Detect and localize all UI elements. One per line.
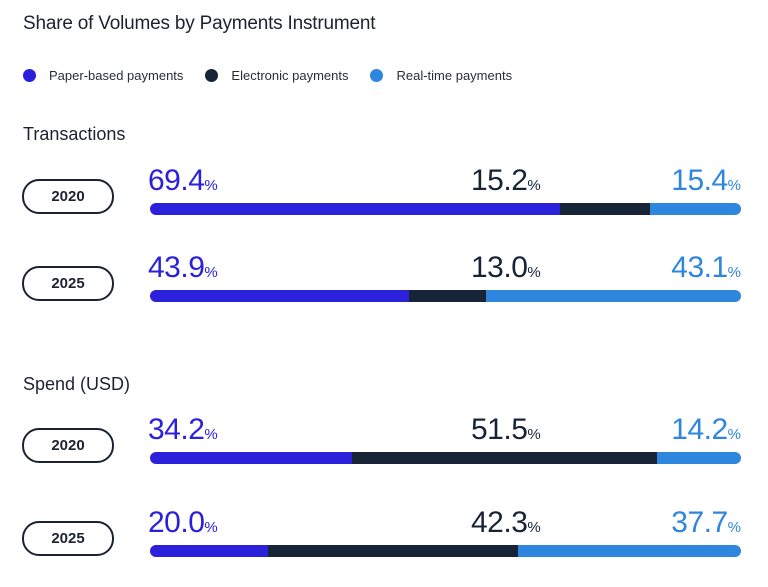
chart-title: Share of Volumes by Payments Instrument xyxy=(23,13,376,34)
value-label-electronic: 42.3% xyxy=(471,506,541,539)
value-label-realtime: 15.4% xyxy=(671,164,741,197)
bar-segment-realtime xyxy=(486,290,741,302)
stacked-bar xyxy=(150,452,741,464)
section-title-transactions: Transactions xyxy=(23,124,126,144)
bar-segment-paper xyxy=(150,545,269,557)
value-label-paper: 20.0% xyxy=(148,506,218,539)
bar-segment-electronic xyxy=(560,203,650,215)
value-label-electronic: 51.5% xyxy=(471,413,541,446)
legend-label-paper: Paper-based payments xyxy=(49,68,184,83)
bar-row-spend-2020: 2020 34.2% 51.5% 14.2% xyxy=(0,412,768,472)
value-label-electronic: 13.0% xyxy=(471,251,541,284)
bar-segment-realtime xyxy=(649,203,741,215)
bar-segment-realtime xyxy=(518,545,741,557)
bar-segment-electronic xyxy=(409,290,487,302)
stacked-bar xyxy=(150,545,741,557)
value-label-paper: 69.4% xyxy=(148,164,218,197)
year-pill: 2025 xyxy=(22,521,114,556)
value-label-paper: 43.9% xyxy=(148,251,218,284)
legend-item-paper: Paper-based payments xyxy=(23,68,183,83)
bar-segment-paper xyxy=(150,290,410,302)
value-label-realtime: 37.7% xyxy=(671,506,741,539)
year-pill: 2020 xyxy=(22,179,114,214)
bar-row-transactions-2020: 2020 69.4% 15.2% 15.4% xyxy=(0,163,768,223)
bar-segment-paper xyxy=(150,203,561,215)
legend-dot-electronic xyxy=(205,69,219,82)
value-label-electronic: 15.2% xyxy=(471,164,541,197)
year-pill: 2020 xyxy=(22,428,114,463)
legend: Paper-based payments Electronic payments… xyxy=(23,68,534,83)
stacked-bar xyxy=(150,290,741,302)
legend-dot-realtime xyxy=(370,69,384,82)
year-pill: 2025 xyxy=(22,266,114,301)
legend-item-electronic: Electronic payments xyxy=(205,68,348,83)
bar-row-spend-2025: 2025 20.0% 42.3% 37.7% xyxy=(0,505,768,565)
bar-segment-electronic xyxy=(268,545,519,557)
bar-row-transactions-2025: 2025 43.9% 13.0% 43.1% xyxy=(0,250,768,310)
value-label-realtime: 14.2% xyxy=(671,413,741,446)
legend-dot-paper xyxy=(23,69,36,82)
bar-segment-electronic xyxy=(352,452,657,464)
value-label-realtime: 43.1% xyxy=(671,251,741,284)
bar-segment-realtime xyxy=(656,452,741,464)
value-label-paper: 34.2% xyxy=(148,413,218,446)
section-title-spend: Spend (USD) xyxy=(23,374,131,394)
legend-label-realtime: Real-time payments xyxy=(396,68,513,83)
stacked-bar xyxy=(150,203,741,215)
legend-label-electronic: Electronic payments xyxy=(231,68,349,83)
bar-segment-paper xyxy=(150,452,353,464)
legend-item-realtime: Real-time payments xyxy=(370,68,512,83)
